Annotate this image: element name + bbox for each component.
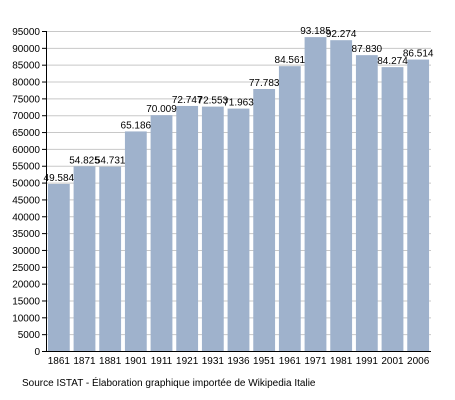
y-tick-label: 5000 (18, 330, 41, 341)
bar-1971 (304, 37, 327, 352)
bar-1881 (99, 166, 122, 351)
bar-1911 (150, 115, 173, 352)
y-tick-label: 0 (34, 347, 40, 358)
value-label: 54.731 (95, 156, 126, 167)
x-tick-label: 1861 (48, 356, 71, 367)
y-tick-label: 30000 (12, 246, 40, 257)
y-tick-label: 90000 (12, 44, 40, 55)
x-tick-label: 1901 (125, 356, 148, 367)
y-tick-labels: 0 5000 10000 15000 20000 25000 30000 35000 40000… (12, 27, 46, 358)
bar-1951 (253, 88, 276, 351)
x-tick-label: 1936 (227, 356, 250, 367)
x-tick-label: 1951 (253, 356, 276, 367)
bars (47, 37, 430, 352)
value-label: 84.561 (275, 55, 306, 66)
y-tick-label: 95000 (12, 27, 40, 38)
value-label: 65.186 (121, 120, 152, 131)
value-label: 71.963 (223, 98, 254, 109)
bar-2001 (381, 67, 404, 351)
value-label: 93.185 (300, 26, 331, 37)
y-tick-label: 65000 (12, 128, 40, 139)
y-tick-label: 80000 (12, 78, 40, 89)
bar-1991 (355, 55, 378, 351)
y-tick-label: 75000 (12, 94, 40, 105)
bar-2006 (407, 59, 430, 352)
x-tick-label: 2006 (407, 356, 430, 367)
bar-1921 (176, 105, 199, 351)
x-tick-label: 1931 (202, 356, 225, 367)
axes (46, 31, 431, 352)
x-tick-label: 1971 (304, 356, 327, 367)
y-tick-label: 40000 (12, 212, 40, 223)
y-tick-label: 35000 (12, 229, 40, 240)
x-tick-label: 1871 (73, 356, 96, 367)
x-tick-label: 1911 (151, 356, 173, 367)
bar-1931 (201, 106, 224, 351)
value-label: 54.825 (69, 155, 100, 166)
value-label: 72.747 (172, 95, 203, 106)
y-tick-label: 10000 (12, 313, 40, 324)
bar-1981 (330, 40, 353, 352)
x-tick-label: 1921 (176, 356, 199, 367)
y-tick-label: 45000 (12, 195, 40, 206)
bar-1861 (47, 183, 70, 351)
y-tick-label: 70000 (12, 111, 40, 122)
y-tick-label: 20000 (12, 280, 40, 291)
x-tick-label: 2001 (381, 356, 404, 367)
y-tick-label: 85000 (12, 61, 40, 72)
x-tick-labels: 1861 1871 1881 1901 1911 1921 1931 1936 1951 1961… (48, 356, 430, 367)
y-tick-label: 60000 (12, 145, 40, 156)
y-tick-label: 25000 (12, 263, 40, 274)
bar-1961 (278, 66, 301, 351)
bar-1871 (73, 166, 96, 351)
source-note: Source ISTAT - Élaboration graphique imp… (22, 378, 316, 389)
x-tick-label: 1881 (99, 356, 122, 367)
y-tick-label: 15000 (12, 296, 40, 307)
value-label: 77.783 (249, 78, 280, 89)
value-label: 92.274 (326, 29, 357, 40)
x-tick-label: 1961 (279, 356, 302, 367)
value-label: 72.553 (198, 96, 229, 107)
y-tick-label: 50000 (12, 179, 40, 190)
bar-1901 (124, 131, 147, 351)
value-label: 70.009 (146, 104, 177, 115)
x-tick-label: 1991 (356, 356, 379, 367)
value-label: 84.274 (377, 56, 408, 67)
value-label: 86.514 (403, 49, 434, 60)
value-label: 87.830 (352, 44, 383, 55)
y-tick-label: 55000 (12, 162, 40, 173)
value-label: 49.584 (44, 173, 75, 184)
bar-1936 (227, 108, 250, 351)
x-tick-label: 1981 (330, 356, 353, 367)
